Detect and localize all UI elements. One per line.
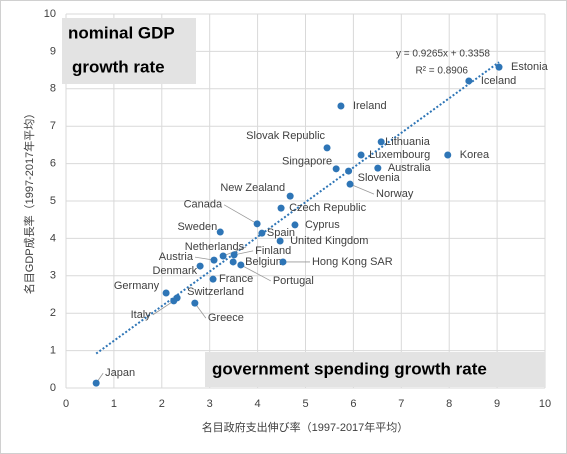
point — [191, 299, 199, 307]
annotation-box — [205, 352, 545, 387]
y-tick-label: 4 — [50, 232, 56, 244]
point — [337, 102, 345, 110]
annotation: government spending growth rate — [212, 359, 487, 378]
point-label: Norway — [376, 188, 414, 200]
x-tick-label: 3 — [207, 398, 213, 410]
point-label: France — [219, 273, 253, 285]
leader-line — [223, 204, 258, 225]
point-label: Japan — [105, 367, 135, 379]
point-label: New Zealand — [220, 182, 285, 194]
x-tick-label: 8 — [446, 398, 452, 410]
point — [92, 379, 100, 387]
point — [444, 151, 452, 159]
point — [345, 167, 353, 175]
point — [323, 144, 331, 152]
point — [377, 138, 385, 146]
point-label: Luxembourg — [369, 149, 430, 161]
leader-line — [349, 183, 375, 195]
point-label: Hong Kong SAR — [312, 256, 393, 268]
point — [253, 220, 261, 228]
x-tick-label: 0 — [63, 398, 69, 410]
point — [219, 252, 227, 260]
point-label: Australia — [388, 162, 432, 174]
point-label: United Kingdom — [290, 235, 368, 247]
point-label: Greece — [208, 312, 244, 324]
y-tick-label: 9 — [50, 45, 56, 57]
point — [279, 258, 287, 266]
annotation: growth rate — [72, 57, 165, 76]
x-tick-label: 1 — [111, 398, 117, 410]
x-tick-label: 4 — [255, 398, 261, 410]
point — [196, 262, 204, 270]
point — [346, 180, 354, 188]
point-label: Iceland — [481, 75, 516, 87]
y-tick-label: 2 — [50, 307, 56, 319]
point-label: Cyprus — [305, 219, 340, 231]
point — [209, 275, 217, 283]
point — [495, 63, 503, 71]
point — [332, 165, 340, 173]
leader-line — [152, 300, 174, 316]
y-tick-label: 6 — [50, 158, 56, 170]
point-label: Netherlands — [185, 241, 245, 253]
point — [276, 237, 284, 245]
annotation-box — [62, 18, 196, 84]
y-tick-label: 0 — [50, 382, 56, 394]
point-label: Lithuania — [385, 136, 431, 148]
point-label: Germany — [114, 280, 160, 292]
point — [230, 251, 238, 259]
point — [258, 229, 266, 237]
x-tick-label: 7 — [398, 398, 404, 410]
trendline — [95, 61, 500, 355]
x-tick-label: 9 — [494, 398, 500, 410]
point-label: Slovak Republic — [246, 130, 325, 142]
point-label: Italy — [131, 309, 152, 321]
point — [237, 261, 245, 269]
y-tick-label: 10 — [44, 8, 56, 20]
point-label: Korea — [460, 149, 490, 161]
point — [229, 258, 237, 266]
point-label: Switzerland — [187, 286, 244, 298]
point — [162, 289, 170, 297]
annotation: nominal GDP — [68, 23, 175, 42]
y-tick-label: 5 — [50, 195, 56, 207]
point — [277, 204, 285, 212]
y-axis-label: 名目GDP成長率（1997-2017年平均） — [22, 108, 36, 294]
point-label: Sweden — [177, 221, 217, 233]
x-tick-label: 2 — [159, 398, 165, 410]
point — [216, 228, 224, 236]
point — [357, 151, 365, 159]
point — [465, 77, 473, 85]
point — [291, 221, 299, 229]
y-tick-label: 3 — [50, 270, 56, 282]
point — [170, 297, 178, 305]
point-label: Ireland — [353, 100, 387, 112]
point-label: Slovenia — [358, 172, 401, 184]
point-label: Portugal — [273, 275, 314, 287]
point-label: Belgium — [245, 256, 285, 268]
point — [286, 192, 294, 200]
point — [210, 256, 218, 264]
point-label: Denmark — [152, 265, 197, 277]
x-tick-label: 10 — [539, 398, 551, 410]
point-label: Singapore — [282, 156, 332, 168]
point-label: Spain — [267, 227, 295, 239]
y-tick-label: 8 — [50, 83, 56, 95]
y-tick-label: 7 — [50, 120, 56, 132]
x-tick-label: 5 — [302, 398, 308, 410]
point-label: Finland — [255, 245, 291, 257]
equation: y = 0.9265x + 0.3358 — [396, 49, 490, 60]
r-squared: R² = 0.8906 — [415, 66, 468, 77]
point-label: Czech Republic — [289, 202, 367, 214]
y-tick-label: 1 — [50, 345, 56, 357]
x-tick-label: 6 — [350, 398, 356, 410]
x-axis-label: 名目政府支出伸び率（1997-2017年平均） — [202, 420, 409, 434]
leader-line — [240, 264, 272, 282]
point-label: Estonia — [511, 61, 549, 73]
point-label: Austria — [159, 251, 194, 263]
point — [374, 164, 382, 172]
point-label: Canada — [184, 199, 223, 211]
